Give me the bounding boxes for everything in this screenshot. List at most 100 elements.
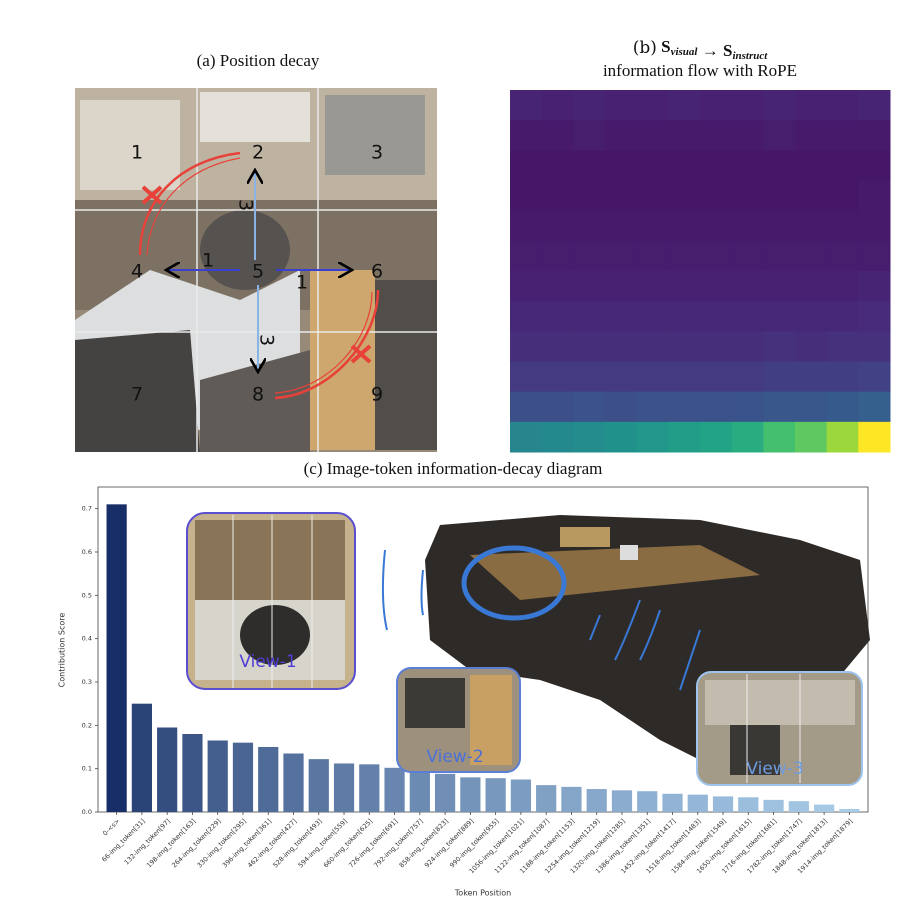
bar — [813, 804, 835, 812]
cell-number: 9 — [371, 384, 383, 406]
bar — [712, 796, 734, 812]
heatmap-cell — [510, 90, 543, 121]
y-axis-title: Contribution Score — [58, 613, 67, 688]
heatmap-cell — [573, 361, 606, 393]
heatmap-cell — [826, 301, 859, 332]
heatmap-cell — [541, 180, 574, 212]
bar — [611, 790, 633, 812]
heatmap-cell — [858, 391, 891, 423]
heatmap-cell — [510, 361, 543, 393]
y-tick-label: 0.4 — [82, 635, 92, 643]
heatmap-cell — [510, 331, 543, 362]
heatmap-cell — [605, 240, 638, 272]
bar — [182, 734, 203, 812]
heatmap-cell — [826, 150, 859, 181]
heatmap-cell — [573, 120, 606, 151]
heatmap-cell — [668, 361, 701, 393]
view-2: View-2 — [396, 667, 521, 773]
bar — [359, 764, 380, 812]
heatmap-cell — [668, 210, 701, 242]
heatmap-cell — [731, 421, 764, 453]
heatmap-cell — [731, 361, 764, 393]
heatmap-cell — [826, 391, 859, 423]
heatmap-cell — [636, 361, 669, 393]
y-tick-label: 0.7 — [82, 505, 92, 513]
heatmap-cell — [731, 271, 764, 302]
x-tick-label: 66-img_token[31] — [100, 817, 146, 863]
symbol: S — [661, 37, 670, 56]
heatmap-cell — [858, 331, 891, 362]
bar — [434, 773, 456, 812]
bar — [687, 794, 708, 812]
bar — [232, 742, 254, 812]
bar — [131, 703, 153, 812]
heatmap-cell — [858, 90, 891, 121]
bar — [333, 763, 355, 812]
heatmap-cell — [795, 301, 828, 332]
heatmap-cell — [826, 361, 859, 393]
subscript: visual — [671, 46, 699, 58]
heatmap-cell — [763, 150, 796, 181]
heatmap-cell — [795, 210, 828, 242]
heatmap-cell — [858, 361, 891, 393]
heatmap-cell — [605, 301, 638, 332]
view-label: View-1 — [239, 652, 296, 672]
heatmap-cell — [763, 210, 796, 242]
heatmap-cell — [700, 361, 733, 393]
heatmap-cell — [763, 331, 796, 362]
heatmap-cell — [541, 331, 574, 362]
heatmap-cell — [541, 240, 574, 272]
heatmap-cell — [668, 120, 701, 151]
bar — [460, 777, 481, 812]
heatmap-cell — [668, 331, 701, 362]
y-tick-label: 0.5 — [82, 591, 92, 599]
heatmap-cell — [763, 421, 796, 453]
heatmap-cell — [763, 90, 796, 121]
x-axis-title: Token Position — [454, 889, 511, 898]
heatmap-cell — [795, 361, 828, 393]
decay-arrows — [138, 151, 380, 400]
heatmap-cell — [573, 90, 606, 121]
bar — [384, 767, 405, 812]
heatmap-cell — [605, 421, 638, 453]
heatmap-cell — [636, 120, 669, 151]
bar — [283, 753, 304, 812]
heatmap-cell — [510, 421, 543, 453]
heatmap-cell — [510, 301, 543, 332]
heatmap-cell — [700, 150, 733, 181]
heatmap-cell — [636, 331, 669, 362]
heatmap-cell — [700, 240, 733, 272]
bar — [561, 786, 582, 812]
cell-number: 5 — [252, 261, 264, 283]
arrow-label: 1 — [296, 272, 308, 294]
heatmap-cell — [636, 271, 669, 302]
heatmap-cell — [731, 90, 764, 121]
heatmap-cell — [858, 301, 891, 332]
heatmap-cell — [573, 421, 606, 453]
bar — [763, 799, 784, 812]
heatmap-cell — [510, 120, 543, 151]
heatmap-cell — [826, 271, 859, 302]
heatmap-cell — [573, 240, 606, 272]
heatmap-cell — [668, 180, 701, 212]
bar — [788, 801, 809, 812]
view-3: View-3 — [696, 671, 863, 786]
panel-b-subtitle: information flow with RoPE — [603, 61, 797, 80]
arrow-label: 3 — [256, 334, 278, 346]
heatmap-cell — [826, 210, 859, 242]
bar — [409, 773, 430, 812]
y-tick-label: 0.3 — [82, 678, 92, 686]
heatmap-cell — [510, 180, 543, 212]
heatmap-cell — [858, 180, 891, 212]
heatmap-cell — [795, 180, 828, 212]
heatmap-cell — [541, 271, 574, 302]
heatmap-cell — [636, 240, 669, 272]
heatmap-cell — [700, 271, 733, 302]
heatmap-cell — [700, 301, 733, 332]
view-label: View-2 — [426, 747, 483, 767]
bar — [586, 789, 607, 812]
heatmap-cell — [731, 150, 764, 181]
view-1: View-1 — [186, 512, 356, 690]
heatmap-cell — [731, 391, 764, 423]
y-tick-label: 0.1 — [82, 765, 92, 773]
